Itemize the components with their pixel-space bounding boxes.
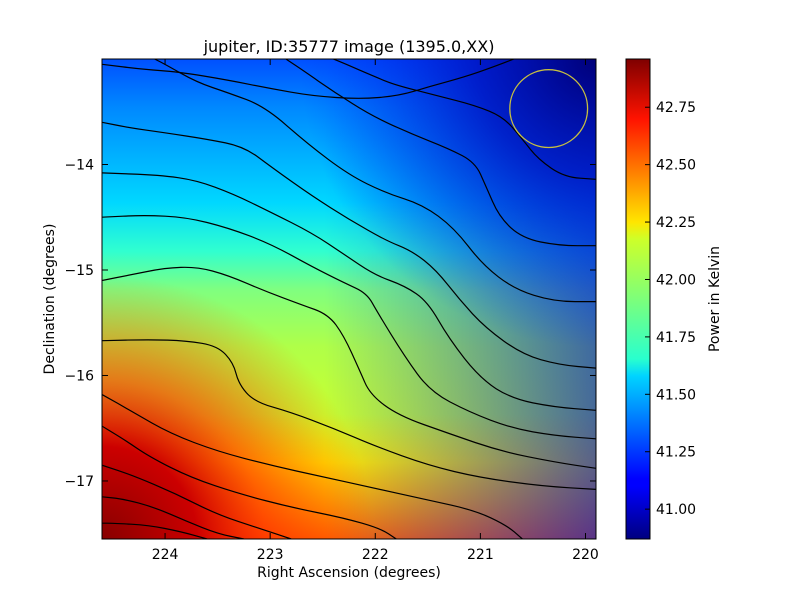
contour-line xyxy=(102,59,515,99)
contour-line xyxy=(102,172,596,411)
contour-line xyxy=(102,266,596,469)
x-tick-label: 223 xyxy=(257,547,284,563)
colorbar-tick-label: 41.25 xyxy=(656,445,696,461)
colorbar-tick-label: 41.75 xyxy=(656,330,696,346)
colorbar xyxy=(625,58,651,540)
contour-line xyxy=(154,59,596,303)
contour-line xyxy=(332,59,596,180)
y-tick-label: −14 xyxy=(64,157,94,173)
contour-line xyxy=(102,121,596,369)
contour-line xyxy=(285,59,596,247)
colorbar-tick-label: 42.50 xyxy=(656,158,696,174)
contour-line xyxy=(102,215,596,440)
y-tick-label: −16 xyxy=(64,368,94,384)
contour-line xyxy=(102,393,523,539)
chart-title: jupiter, ID:35777 image (1395.0,XX) xyxy=(203,37,495,56)
marker-circle xyxy=(509,69,589,149)
contour-lines xyxy=(102,59,596,539)
colorbar-label: Power in Kelvin xyxy=(707,246,723,352)
x-tick-label: 224 xyxy=(152,547,179,563)
colorbar-tick-label: 42.00 xyxy=(656,272,696,288)
contour-line xyxy=(102,464,292,539)
y-axis-ticks: −14 −15 −16 −17 xyxy=(64,157,596,490)
colorbar-tick-label: 42.25 xyxy=(656,215,696,231)
x-tick-label: 222 xyxy=(362,547,389,563)
heatmap-field xyxy=(102,59,596,539)
colorbar-tick-label: 42.75 xyxy=(656,100,696,116)
x-axis-label: Right Ascension (degrees) xyxy=(257,565,441,581)
plot-frame xyxy=(101,58,597,540)
contour-line xyxy=(102,339,596,490)
y-tick-label: −17 xyxy=(64,474,94,490)
x-axis-ticks: 224 223 222 221 220 xyxy=(152,59,599,563)
contour-line xyxy=(102,496,245,539)
x-tick-label: 221 xyxy=(467,547,494,563)
x-tick-label: 220 xyxy=(572,547,599,563)
contour-line xyxy=(102,425,397,539)
contour-line xyxy=(102,522,208,539)
colorbar-tick-label: 41.50 xyxy=(656,387,696,403)
colorbar-ticks: 41.00 41.25 41.50 41.75 42.00 42.25 42.50 42.75 xyxy=(645,100,696,518)
y-tick-label: −15 xyxy=(64,263,94,279)
y-axis-label: Declination (degrees) xyxy=(42,224,58,375)
colorbar-tick-label: 41.00 xyxy=(656,502,696,518)
